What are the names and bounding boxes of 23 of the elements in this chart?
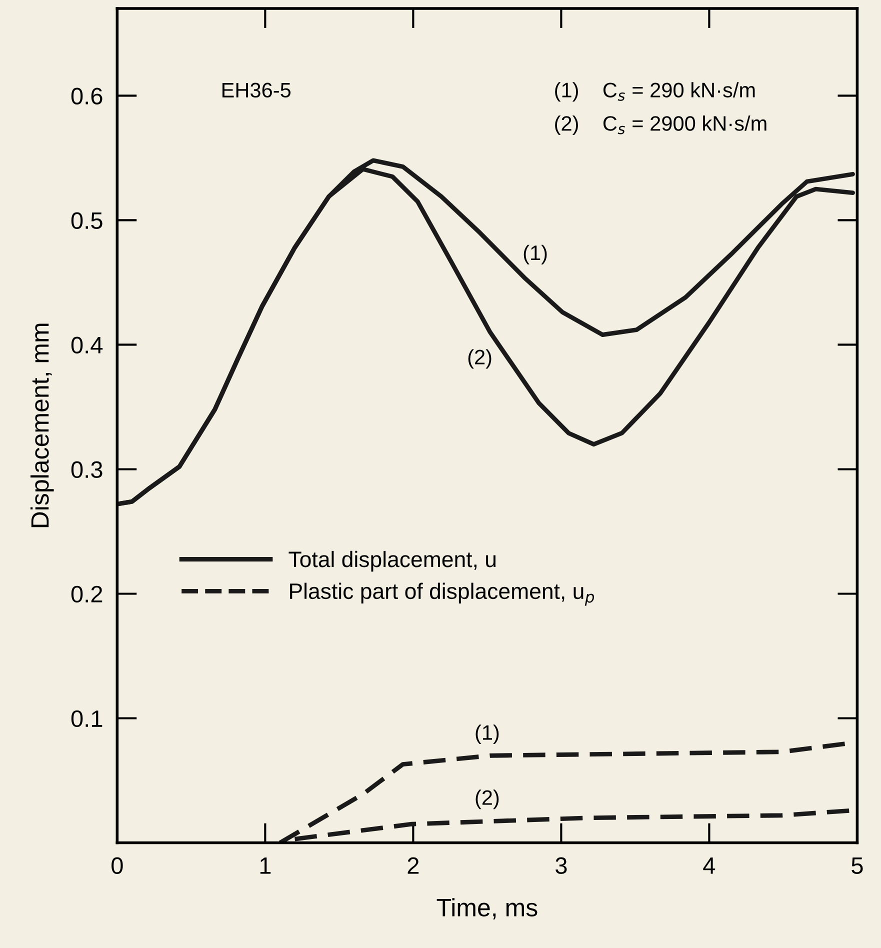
x-tick-label: 2 [408, 857, 419, 874]
x-tick-label: 1 [260, 858, 271, 874]
annotation: EH36-5 [222, 82, 291, 98]
annotation: (1) C$_{s}$ = 290 kN·s/m [555, 82, 755, 102]
annotation: (1) [524, 244, 547, 264]
y-tick-label: 0.4 [71, 336, 103, 354]
x-tick-label: 4 [703, 858, 716, 874]
legend-label: Plastic part of displacement, u$_{p}$ [290, 582, 594, 606]
legend-label: Total displacement, u [288, 550, 496, 572]
y-tick-label: 0.2 [71, 586, 102, 603]
y-tick-label: 0.5 [71, 212, 102, 229]
y-axis-title: Displacement, mm [30, 324, 54, 528]
x-tick-label: 0 [112, 857, 123, 874]
x-axis-title: Time, ms [436, 898, 538, 920]
annotation: (2) [476, 790, 499, 810]
y-tick-label: 0.1 [71, 710, 102, 728]
annotation: (1) [476, 724, 499, 744]
y-tick-label: 0.3 [71, 461, 102, 478]
annotation: (2) [468, 349, 492, 369]
x-tick-label: 3 [556, 857, 567, 874]
annotation: (2) C$_{s}$ = 2900 kN·s/m [555, 116, 766, 135]
y-tick-label: 0.6 [71, 88, 102, 104]
x-tick-label: 5 [852, 858, 863, 874]
